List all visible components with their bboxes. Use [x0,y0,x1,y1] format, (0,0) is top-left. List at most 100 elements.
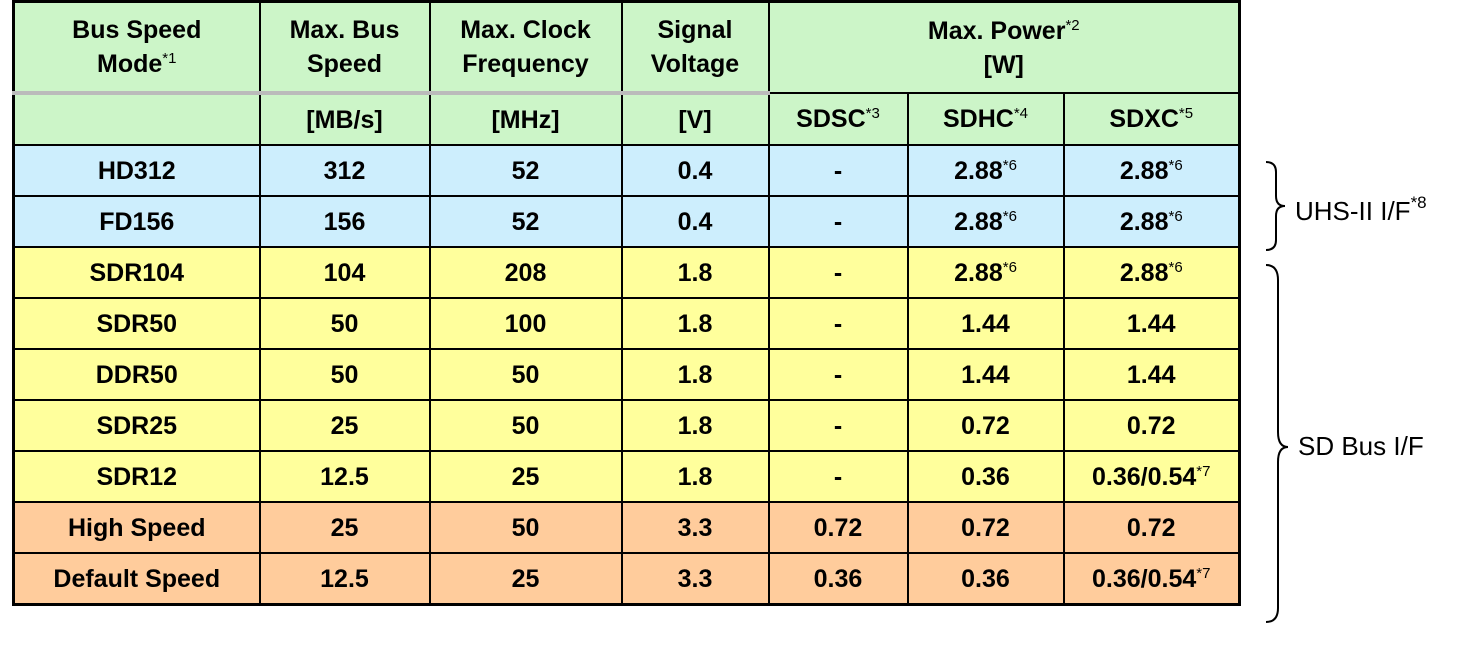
footnote-mark: *6 [1168,207,1183,225]
data-cell: SDR25 [12,399,261,452]
data-cell: 156 [258,195,431,248]
group-label: UHS-II I/F*8 [1295,194,1427,227]
footnote-mark: *2 [1065,16,1080,34]
footnote-mark: *1 [162,50,177,67]
cell-text: 0.4 [677,156,713,185]
group-text: UHS-II I/F [1295,196,1411,226]
data-cell: 25 [428,450,623,503]
unit-text: [V] [678,105,712,134]
cell-text: 50 [511,411,540,440]
cell-text: High Speed [67,513,206,542]
cell-text: 0.72 [961,411,1010,440]
data-cell: 0.72 [906,399,1065,452]
data-cell: 25 [258,399,431,452]
footnote-mark: *6 [1002,156,1017,174]
footnote-mark: *7 [1196,462,1211,480]
data-cell: 2.88*6 [906,195,1065,248]
cell-text: 2.88 [954,258,1003,287]
unit-cell: [V] [620,92,770,146]
data-cell: 50 [258,297,431,350]
data-cell: 1.44 [906,348,1065,401]
subheader-cell: SDSC*3 [767,92,909,146]
cell-text: 1.8 [677,309,713,338]
data-cell: 1.8 [620,450,770,503]
footnote-mark: *6 [1002,207,1017,225]
cell-text: 0.36 [813,564,863,593]
data-cell: 1.8 [620,399,770,452]
data-cell: 25 [258,501,431,554]
cell-text: 2.88 [954,207,1003,236]
cell-text: 312 [323,156,366,185]
unit-text: [MHz] [491,105,560,134]
footnote-mark: *6 [1168,156,1183,174]
cell-text: 12.5 [320,462,369,491]
subheader-text: SDHC [942,105,1014,133]
data-cell: - [767,297,909,350]
data-cell: 0.4 [620,144,770,197]
data-cell: 52 [428,144,623,197]
cell-text: 0.72 [1126,411,1176,440]
cell-text: 2.88 [1119,156,1169,185]
speed-table: Bus Speed Mode*1 Max. Bus Speed Max. Clock Fr… [12,0,1241,606]
cell-text: 104 [323,258,366,287]
header-text: [W] [983,50,1024,79]
cell-text: 2.88 [1119,258,1169,287]
data-cell: - [767,246,909,299]
subheader-cell: SDHC*4 [906,92,1065,146]
cell-text: 3.3 [677,564,713,593]
data-cell: 0.72 [1062,501,1241,554]
header-text: Mode [97,50,163,78]
subheader-text: SDXC [1109,105,1179,133]
data-cell: - [767,399,909,452]
data-cell: 312 [258,144,431,197]
cell-text: 1.44 [1126,360,1176,389]
header-cell: Signal Voltage [620,0,770,95]
cell-text: 0.36 [961,564,1010,593]
data-cell: 1.8 [620,297,770,350]
cell-text: 208 [504,258,547,287]
data-cell: Default Speed [12,552,261,606]
data-cell: High Speed [12,501,261,554]
group-text: SD Bus I/F [1298,431,1424,461]
footnote-mark: *6 [1168,258,1183,276]
subheader-cell: SDXC*5 [1062,92,1241,146]
unit-cell: [MHz] [428,92,623,146]
cell-text: 0.72 [1126,513,1176,542]
data-cell: 0.36 [906,450,1065,503]
data-cell: 1.44 [1062,348,1241,401]
cell-text: 25 [511,564,540,593]
cell-text: 25 [330,513,359,542]
data-cell: 50 [428,501,623,554]
data-cell: 1.8 [620,348,770,401]
data-cell: 0.36 [906,552,1065,606]
data-cell: - [767,450,909,503]
header-cell: Max. Clock Frequency [428,0,623,95]
cell-text: 0.72 [961,513,1010,542]
brace [1265,161,1286,251]
footnote-mark: *6 [1002,258,1017,276]
cell-text: DDR50 [95,360,178,389]
cell-text: - [833,156,843,185]
data-cell: SDR12 [12,450,261,503]
data-cell: SDR50 [12,297,261,350]
cell-text: 3.3 [677,513,713,542]
data-cell: 0.72 [767,501,909,554]
cell-text: 25 [511,462,540,491]
data-cell: 1.8 [620,246,770,299]
data-cell: 0.4 [620,195,770,248]
data-row: DDR50 50 50 1.8 - 1.44 1.44 [12,348,1241,401]
data-cell: 25 [428,552,623,606]
cell-text: 100 [504,309,547,338]
cell-text: 0.36/0.54 [1092,564,1197,593]
cell-text: - [833,462,843,491]
header-text: Signal [657,16,733,44]
cell-text: 50 [511,360,540,389]
header-row: Bus Speed Mode*1 Max. Bus Speed Max. Clock Fr… [12,0,1241,95]
cell-text: 52 [511,207,540,236]
cell-text: Default Speed [53,564,221,593]
header-text: Bus Speed [72,16,202,44]
data-cell: 50 [258,348,431,401]
data-cell: 2.88*6 [906,144,1065,197]
footnote-mark: *4 [1013,105,1029,122]
cell-text: - [833,207,843,236]
